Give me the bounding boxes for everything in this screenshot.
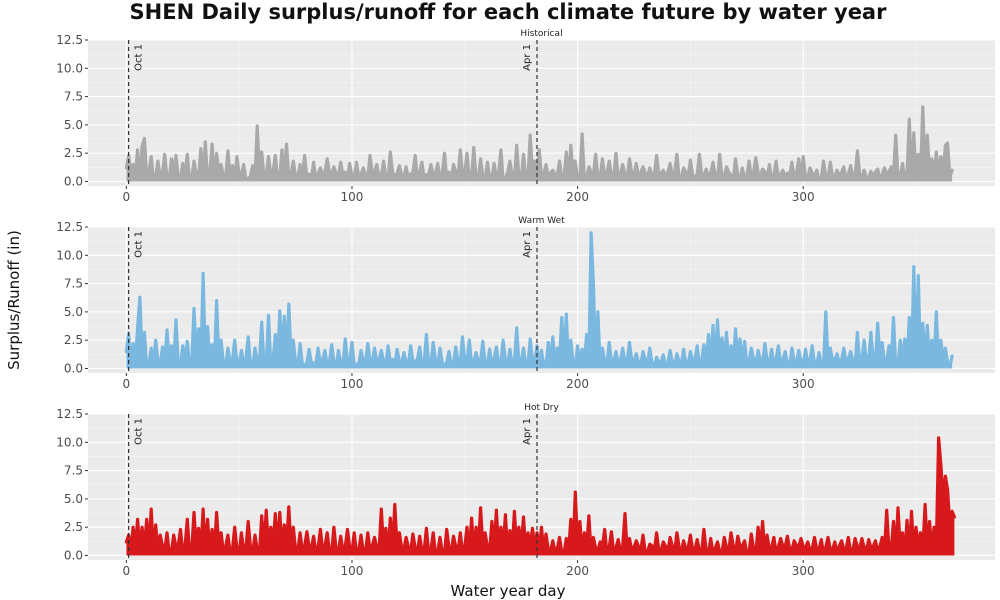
y-tick-label: 10.0	[56, 248, 83, 262]
y-tick-label: 7.5	[64, 464, 83, 478]
reference-line-label: Oct 1	[134, 44, 145, 71]
reference-line-label: Apr 1	[522, 418, 533, 445]
y-tick-label: 7.5	[64, 90, 83, 104]
x-tick-label: 100	[341, 190, 364, 204]
y-tick-label: 2.5	[64, 333, 83, 347]
series-line	[124, 231, 954, 369]
x-tick-label: 300	[792, 564, 815, 578]
facet-strip-label: Hot Dry	[524, 403, 559, 413]
y-tick-label: 2.5	[64, 146, 83, 160]
y-tick-label: 10.0	[56, 435, 83, 449]
x-axis-title: Water year day	[451, 582, 566, 600]
y-axis-title: Surplus/Runoff (in)	[5, 230, 23, 370]
y-tick-label: 0.0	[64, 361, 83, 375]
y-tick-label: 12.5	[56, 407, 83, 421]
x-tick-label: 200	[566, 377, 589, 391]
y-tick-label: 5.0	[64, 492, 83, 506]
chart-title: SHEN Daily surplus/runoff for each clima…	[130, 0, 888, 24]
facet-strip-label: Warm Wet	[518, 216, 565, 226]
y-tick-label: 2.5	[64, 520, 83, 534]
facet-panels: Historical 0.0 2.5 5.0 7.5 10.0 12.5 0 100 200 300…	[56, 29, 995, 578]
x-tick-label: 100	[341, 377, 364, 391]
x-tick-label: 100	[341, 564, 364, 578]
series-line	[124, 436, 956, 556]
facet-panel: Hot Dry 0.0 2.5 5.0 7.5 10.0 12.5 0 100 200 300 Oct…	[56, 403, 995, 578]
x-tick-label: 300	[792, 377, 815, 391]
series-line	[124, 105, 954, 182]
y-tick-label: 0.0	[64, 174, 83, 188]
facet-panel: Warm Wet 0.0 2.5 5.0 7.5 10.0 12.5 0 100 200 300 Oc…	[56, 216, 995, 391]
facet-strip-label: Historical	[520, 29, 562, 39]
y-tick-label: 12.5	[56, 33, 83, 47]
x-tick-label: 200	[566, 564, 589, 578]
y-tick-label: 10.0	[56, 61, 83, 75]
reference-line-label: Oct 1	[134, 418, 145, 445]
x-tick-label: 0	[123, 190, 131, 204]
y-tick-label: 5.0	[64, 118, 83, 132]
y-tick-label: 5.0	[64, 305, 83, 319]
reference-line-label: Oct 1	[134, 231, 145, 258]
y-tick-label: 12.5	[56, 220, 83, 234]
reference-line-label: Apr 1	[522, 44, 533, 71]
facet-panel: Historical 0.0 2.5 5.0 7.5 10.0 12.5 0 100 200 300…	[56, 29, 995, 204]
x-tick-label: 200	[566, 190, 589, 204]
reference-line-label: Apr 1	[522, 231, 533, 258]
x-tick-label: 0	[123, 377, 131, 391]
y-tick-label: 0.0	[64, 548, 83, 562]
x-tick-label: 300	[792, 190, 815, 204]
x-tick-label: 0	[123, 564, 131, 578]
y-tick-label: 7.5	[64, 277, 83, 291]
